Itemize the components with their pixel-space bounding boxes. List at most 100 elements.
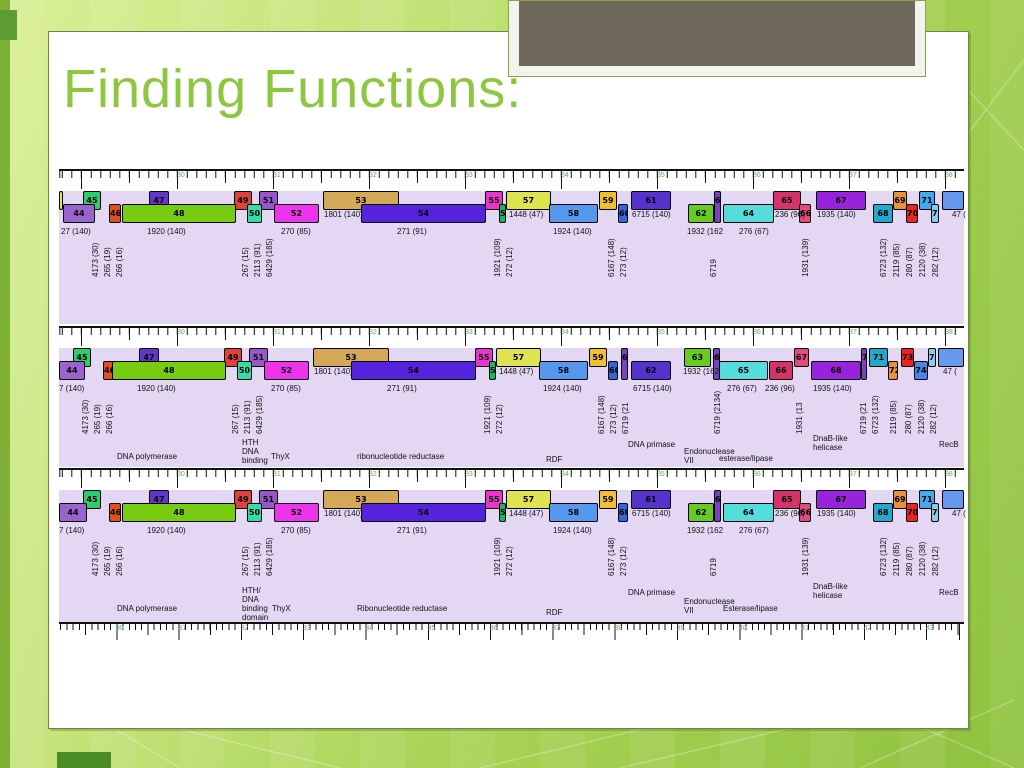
gene-vertical-label: 2119 (85)	[892, 243, 901, 277]
gene-label: 7 (140)	[59, 526, 85, 535]
gene-vertical-label: 1931 (139)	[801, 238, 810, 277]
gene-box: 57	[506, 191, 551, 210]
gene-vertical-label: 266 (16)	[115, 247, 124, 277]
gene-vertical-label: 1931 (139)	[801, 537, 810, 576]
gene-inline-label: 1932 (162	[683, 367, 720, 376]
gene-inline-label: 1448 (47)	[509, 210, 544, 219]
gene-vertical-label: 6719 (21	[621, 402, 630, 434]
image-placeholder	[508, 0, 926, 77]
ruler-number: 35	[427, 625, 436, 632]
function-label: DNA polymerase	[117, 604, 178, 613]
function-label: HTH DNA binding	[242, 438, 268, 465]
gene-box: 66	[769, 361, 793, 380]
ruler-number: 30	[177, 329, 185, 336]
gene-label: 276 (67)	[739, 526, 769, 535]
ruler-number: 31	[178, 625, 187, 632]
gene-inline-label: 6715 (140)	[632, 210, 671, 219]
gene-vertical-label: 6429 (185)	[265, 537, 274, 576]
gene-label: 276 (67)	[739, 227, 769, 236]
gene-box: 46	[109, 204, 121, 223]
gene-label: 271 (91)	[387, 384, 417, 393]
gene-vertical-label: 6167 (148)	[607, 238, 616, 277]
gene-box: 55	[485, 490, 503, 509]
function-label: esterase/lipase	[719, 454, 773, 463]
genome-map-track-3: 3031323334353637384547495153555759616365…	[59, 468, 966, 642]
gene-vertical-label: 2120 (38)	[918, 541, 927, 576]
genome-ruler-bottom: 30 31 32 33 34 35 36 37 38 39 40 41 42 43	[59, 622, 964, 642]
gene-box: 57	[506, 490, 551, 509]
gene-box: 56	[499, 503, 506, 522]
gene-box: 44	[59, 503, 87, 522]
gene-box: 68	[811, 361, 861, 380]
gene-label: 1920 (140)	[147, 227, 186, 236]
ruler-number: 37	[849, 471, 857, 478]
function-label: RecB	[939, 440, 959, 449]
ruler-number: 36	[753, 329, 761, 336]
gene-vertical-label: 282 (12)	[931, 546, 940, 576]
gene-box: 50	[247, 204, 262, 223]
gene-vertical-label: 6723 (132)	[871, 395, 880, 434]
gene-inline-label: 1935 (140)	[817, 509, 856, 518]
function-label: Endonuclease VII	[684, 597, 735, 615]
gene-vertical-label: 265 (19)	[103, 546, 112, 576]
function-label: DnaB-like helicase	[813, 434, 848, 452]
gene-label: 1932 (162	[687, 227, 724, 236]
gene-box: 67	[816, 191, 866, 210]
gene-vertical-label: 265 (19)	[93, 404, 102, 434]
gene-inline-label: 236 (96)	[775, 210, 805, 219]
gene-box: 70	[861, 348, 867, 380]
function-label: DNA primase	[628, 588, 676, 597]
ruler-number: 35	[657, 172, 665, 179]
gene-box: 60	[618, 503, 628, 522]
gene-box: 65	[719, 361, 768, 380]
function-label: RDF	[546, 455, 563, 464]
function-label: HTH/ DNA binding domain	[242, 586, 269, 622]
function-label: DNA polymerase	[117, 452, 178, 461]
gene-box: 63	[684, 348, 711, 367]
ruler-number: 33	[465, 172, 473, 179]
gene-box: 65	[773, 191, 801, 210]
gene-label: 271 (91)	[397, 526, 427, 535]
gene-label: 1920 (140)	[147, 526, 186, 535]
ruler-number: 34	[561, 471, 569, 478]
gene-label: 27 (140)	[61, 227, 91, 236]
gene-box: 67	[816, 490, 866, 509]
gene-vertical-label: 4173 (30)	[91, 242, 100, 277]
gene-label: 1924 (140)	[553, 227, 592, 236]
function-label: ThyX	[271, 452, 290, 461]
gene-box: 66	[799, 503, 811, 522]
gene-label: 1932 (162	[687, 526, 724, 535]
function-label: RDF	[546, 608, 563, 617]
gene-box: 54	[361, 503, 486, 522]
gene-label: 1920 (140)	[137, 384, 176, 393]
gene-vertical-label: 4173 (30)	[81, 399, 90, 434]
gene-box: 55	[485, 191, 503, 210]
page-title: Finding Functions:	[63, 59, 523, 119]
gene-box: 48	[112, 361, 226, 380]
gene-vertical-label: 1921 (109)	[493, 238, 502, 277]
gene-box: 59	[599, 490, 617, 509]
gene-box: 59	[589, 348, 607, 367]
gene-box: 54	[351, 361, 476, 380]
gene-inline-label: 47 (	[952, 210, 966, 219]
gene-box: 56	[489, 361, 496, 380]
gene-vertical-label: 1931 (13	[795, 402, 804, 434]
gene-box: 45	[83, 490, 101, 509]
gene-box: 72	[888, 361, 898, 380]
gene-vertical-label: 2119 (85)	[892, 542, 901, 576]
gene-box	[59, 191, 63, 210]
gene-box: 72	[931, 204, 939, 223]
ruler-number: 37	[849, 329, 857, 336]
ruler-number: 30	[177, 471, 185, 478]
gene-box: 67	[794, 348, 809, 367]
gene-box: 61	[631, 490, 671, 509]
gene-label: 6715 (140)	[633, 384, 672, 393]
gene-vertical-label: 2120 (38)	[917, 399, 926, 434]
gene-label: 1924 (140)	[543, 384, 582, 393]
gene-vertical-label: 266 (16)	[115, 546, 124, 576]
gene-inline-label: 1801 (140)	[324, 210, 363, 219]
gene-box: 68	[873, 503, 893, 522]
ruler-number: 32	[369, 471, 377, 478]
gene-box: 62	[688, 503, 714, 522]
genome-map-track-1: 3031323334353637384547495153555759616365…	[59, 169, 966, 324]
